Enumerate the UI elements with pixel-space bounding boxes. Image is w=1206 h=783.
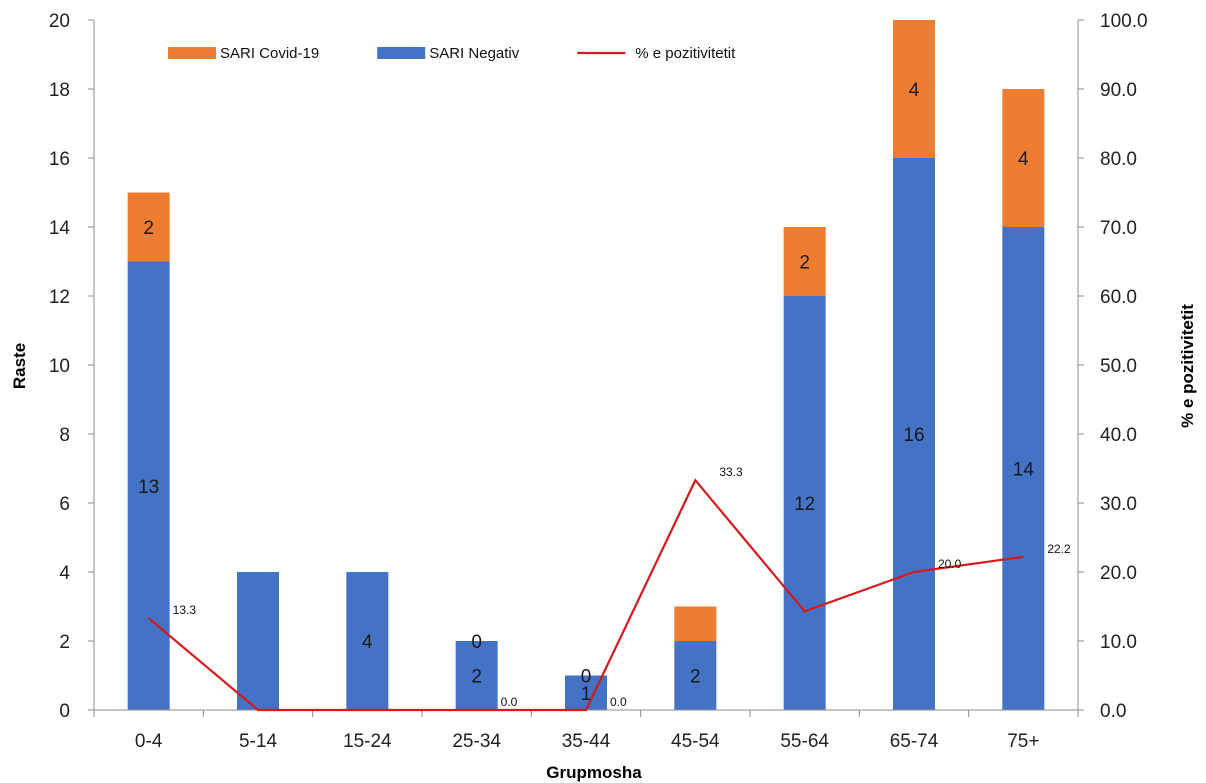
y-tick-label: 16 [49,149,70,170]
bar-negativ-5-14 [237,572,279,710]
y-tick-label: 2 [59,632,70,653]
x-tick-label: 75+ [1007,731,1039,752]
bar-covid-75+ [1002,89,1045,227]
x-axis-title: Grupmosha [546,763,642,782]
bar-value-label: 4 [1018,149,1029,170]
x-tick-label: 65-74 [890,731,939,752]
line-value-label: 0.0 [501,695,518,709]
y2-tick-label: 30.0 [1100,494,1137,515]
bar-negativ-0-4 [127,261,170,710]
y-tick-label: 6 [59,494,70,515]
bar-value-label: 4 [362,632,373,653]
x-tick-label: 45-54 [671,731,720,752]
bar-negativ-65-74 [893,158,935,710]
bar-negativ-55-64 [783,296,826,710]
line-value-label: 13.3 [173,603,197,617]
y-tick-label: 10 [49,356,70,377]
legend-label: % e pozitivitetit [635,45,736,62]
bar-value-label: 2 [471,667,482,688]
y-tick-label: 14 [49,218,71,239]
bar-value-label: 4 [909,80,920,101]
line-value-label: 0.0 [610,695,627,709]
x-tick-label: 0-4 [135,731,163,752]
bar-covid-65-74 [893,20,935,158]
x-tick-label: 25-34 [452,731,501,752]
bar-covid-55-64 [783,227,826,296]
bar-value-label: 2 [690,667,701,688]
legend-label: SARI Negativ [429,45,520,62]
bar-covid-45-54 [674,606,717,641]
line-value-label: 22.2 [1047,542,1071,556]
line-layer [147,478,1024,712]
y-tick-label: 18 [49,80,70,101]
y2-tick-label: 70.0 [1100,218,1137,239]
bar-value-label: 13 [138,477,159,498]
line-value-label: 20.0 [938,557,962,571]
x-tick-label: 35-44 [562,731,611,752]
y-tick-label: 20 [49,11,70,32]
y-axis-title: Raste [10,343,29,389]
legend-swatch [168,47,216,59]
y-tick-label: 8 [59,425,70,446]
bars-layer [127,20,1045,710]
bar-value-label: 2 [143,218,154,239]
y2-tick-label: 10.0 [1100,632,1137,653]
y-tick-label: 12 [49,287,70,308]
bar-value-label: 16 [903,425,924,446]
y2-tick-label: 60.0 [1100,287,1137,308]
legend-label: SARI Covid-19 [220,45,319,62]
legend: SARI Covid-19 SARI Negativ % e pozitivitet… [168,45,736,62]
x-tick-label: 55-64 [780,731,829,752]
bar-value-label: 1 [581,684,592,705]
x-tick-label: 5-14 [239,731,277,752]
x-tick-label: 15-24 [343,731,392,752]
bar-negativ-75+ [1002,227,1045,710]
y2-tick-label: 50.0 [1100,356,1137,377]
y2-tick-label: 90.0 [1100,80,1137,101]
axes-layer: 024681012141618200.010.020.030.040.050.0… [49,11,1148,752]
y2-tick-label: 0.0 [1100,701,1126,722]
positivity-line [147,478,1024,712]
bar-negativ-15-24 [346,572,389,710]
y2-tick-label: 40.0 [1100,425,1137,446]
bar-negativ-25-34 [455,641,498,710]
y2-tick-label: 80.0 [1100,149,1137,170]
line-value-label: 33.3 [719,465,743,479]
bar-value-label: 12 [794,494,815,515]
bar-value-label: 0 [471,632,482,653]
bar-value-label: 14 [1013,460,1035,481]
y-tick-label: 4 [59,563,70,584]
bar-negativ-45-54 [674,641,717,710]
legend-swatch [377,47,426,59]
bar-value-label: 0 [581,667,592,688]
bar-value-label: 2 [799,253,810,274]
bar-covid-0-4 [127,192,170,262]
y-tick-label: 0 [59,701,70,722]
y2-tick-label: 20.0 [1100,563,1137,584]
y2-axis-title: % e pozitivitetit [1178,304,1197,428]
y2-tick-label: 100.0 [1100,11,1148,32]
